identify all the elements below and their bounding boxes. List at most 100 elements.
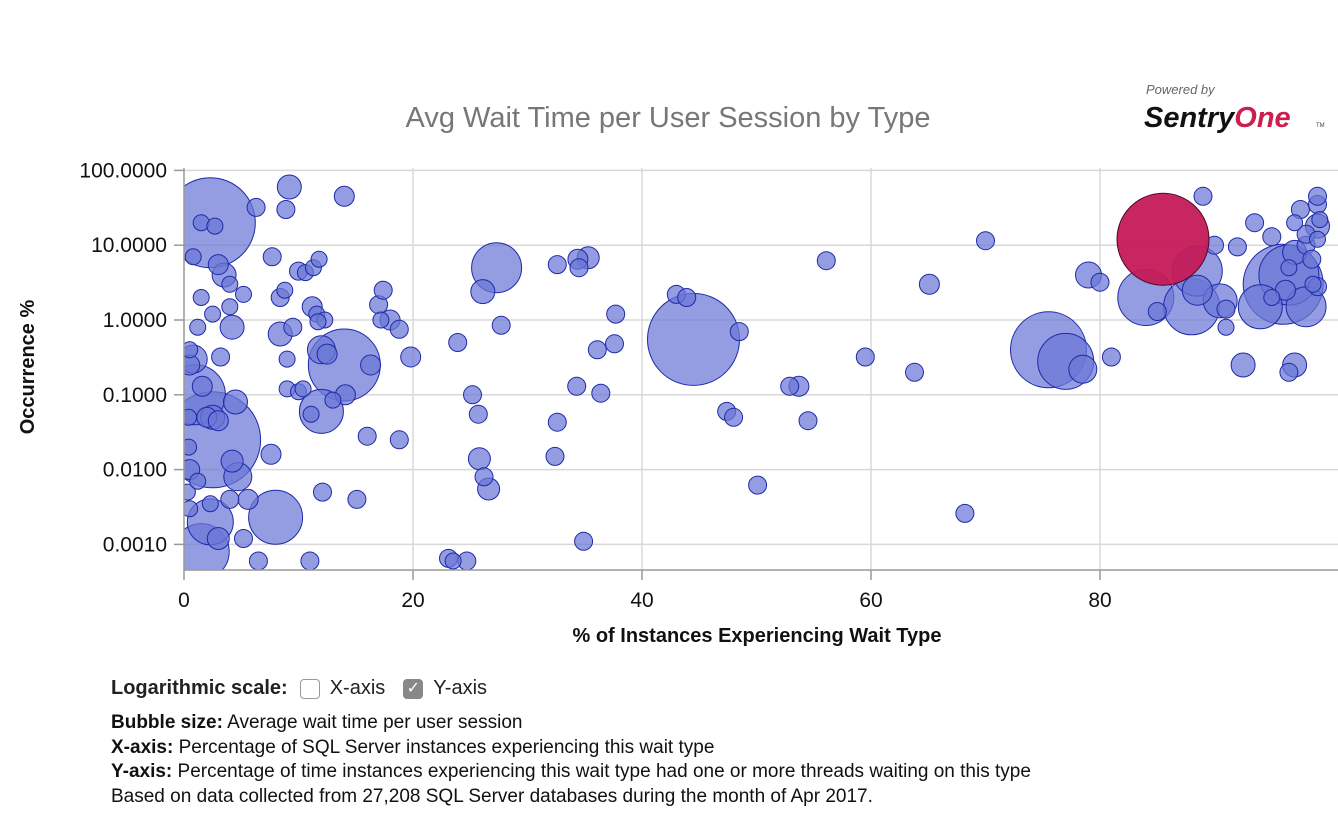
data-bubble[interactable]: [569, 258, 589, 278]
data-bubble[interactable]: [1217, 318, 1235, 336]
data-bubble[interactable]: [463, 385, 482, 405]
data-bubble[interactable]: [606, 304, 626, 324]
data-bubble[interactable]: [262, 247, 282, 267]
data-bubble[interactable]: [300, 551, 320, 570]
x-axis-checkbox[interactable]: [299, 678, 320, 699]
data-bubble[interactable]: [294, 380, 312, 398]
data-bubble[interactable]: [360, 354, 382, 376]
data-bubble[interactable]: [1090, 272, 1110, 292]
data-bubble[interactable]: [248, 489, 304, 545]
data-bubble[interactable]: [184, 248, 202, 266]
data-bubble[interactable]: [179, 483, 196, 501]
data-bubble[interactable]: [1311, 211, 1329, 229]
data-bubble[interactable]: [780, 376, 800, 396]
data-bubble[interactable]: [206, 527, 230, 550]
data-bubble[interactable]: [189, 318, 207, 336]
data-bubble[interactable]: [220, 489, 240, 509]
data-bubble[interactable]: [587, 340, 607, 360]
data-bubble[interactable]: [1309, 230, 1326, 248]
data-bubble[interactable]: [1286, 214, 1304, 232]
data-bubble[interactable]: [605, 334, 624, 354]
data-bubble[interactable]: [191, 375, 213, 397]
data-bubble[interactable]: [1227, 237, 1247, 257]
data-bubble[interactable]: [278, 350, 296, 368]
data-bubble[interactable]: [207, 410, 229, 432]
data-bubble[interactable]: [221, 298, 239, 316]
data-bubble[interactable]: [467, 447, 491, 471]
data-bubble[interactable]: [260, 443, 282, 465]
y-axis-log-toggle[interactable]: ✓ Y-axis: [403, 677, 487, 700]
data-bubble[interactable]: [470, 279, 496, 305]
data-bubble[interactable]: [1147, 302, 1167, 321]
data-bubble[interactable]: [1101, 347, 1121, 367]
data-bubble[interactable]: [206, 217, 224, 235]
data-bubble[interactable]: [468, 404, 488, 424]
data-bubble[interactable]: [221, 275, 239, 293]
data-bubble[interactable]: [276, 281, 294, 299]
data-bubble[interactable]: [223, 389, 248, 415]
data-bubble[interactable]: [905, 362, 924, 382]
data-bubble[interactable]: [192, 289, 210, 306]
x-axis-log-toggle[interactable]: X-axis: [299, 677, 385, 700]
data-bubble[interactable]: [491, 315, 511, 335]
data-bubble[interactable]: [219, 314, 245, 340]
data-bubble[interactable]: [211, 347, 231, 367]
data-bubble[interactable]: [1308, 186, 1327, 206]
data-bubble[interactable]: [237, 488, 259, 510]
data-bubble[interactable]: [302, 405, 320, 423]
data-bubble[interactable]: [591, 383, 611, 403]
data-bubble[interactable]: [181, 438, 198, 456]
data-bubble[interactable]: [798, 411, 818, 431]
data-bubble[interactable]: [248, 551, 268, 570]
data-bubble[interactable]: [474, 467, 494, 487]
data-bubble[interactable]: [547, 412, 567, 432]
data-bubble[interactable]: [1279, 362, 1299, 382]
data-bubble[interactable]: [1068, 354, 1098, 384]
data-bubble[interactable]: [1263, 289, 1281, 306]
data-bubble[interactable]: [313, 482, 332, 502]
data-bubble[interactable]: [448, 333, 468, 352]
powered-by-logo[interactable]: Powered by SentryOne TM: [1144, 82, 1325, 134]
data-bubble[interactable]: [545, 446, 565, 466]
data-bubble[interactable]: [324, 391, 342, 409]
data-bubble[interactable]: [316, 343, 338, 365]
data-bubble[interactable]: [567, 376, 587, 396]
data-bubble[interactable]: [729, 322, 749, 342]
data-bubble[interactable]: [547, 255, 567, 275]
data-bubble[interactable]: [574, 531, 594, 551]
data-bubble[interactable]: [389, 430, 409, 450]
data-bubble[interactable]: [1193, 186, 1213, 206]
data-bubble[interactable]: [357, 426, 377, 446]
data-bubble[interactable]: [310, 250, 328, 268]
data-bubble[interactable]: [333, 185, 355, 207]
data-bubble[interactable]: [855, 347, 875, 367]
data-bubble[interactable]: [181, 408, 198, 426]
y-axis-checkbox[interactable]: ✓: [403, 678, 424, 699]
data-bubble[interactable]: [1245, 213, 1265, 233]
data-bubble[interactable]: [309, 313, 327, 331]
data-bubble[interactable]: [189, 472, 207, 490]
data-bubble[interactable]: [182, 341, 199, 359]
data-bubble[interactable]: [1262, 227, 1282, 247]
data-bubble[interactable]: [182, 500, 199, 518]
data-bubble[interactable]: [234, 529, 253, 548]
data-bubble[interactable]: [389, 319, 409, 339]
data-bubble[interactable]: [647, 292, 740, 386]
data-bubble[interactable]: [283, 317, 303, 337]
data-bubble[interactable]: [400, 346, 422, 368]
data-bubble[interactable]: [724, 407, 744, 427]
data-bubble[interactable]: [246, 197, 266, 217]
data-bubble[interactable]: [220, 449, 244, 473]
data-bubble[interactable]: [201, 495, 219, 513]
highlighted-bubble[interactable]: [1116, 192, 1210, 286]
data-bubble[interactable]: [276, 174, 302, 200]
data-bubble[interactable]: [1302, 249, 1322, 269]
data-bubble[interactable]: [1230, 352, 1256, 378]
data-bubble[interactable]: [373, 280, 393, 300]
data-bubble[interactable]: [276, 200, 296, 219]
data-bubble[interactable]: [816, 251, 836, 271]
data-bubble[interactable]: [347, 489, 367, 509]
data-bubble[interactable]: [1304, 275, 1322, 293]
data-bubble[interactable]: [235, 285, 252, 303]
data-bubble[interactable]: [372, 311, 390, 329]
